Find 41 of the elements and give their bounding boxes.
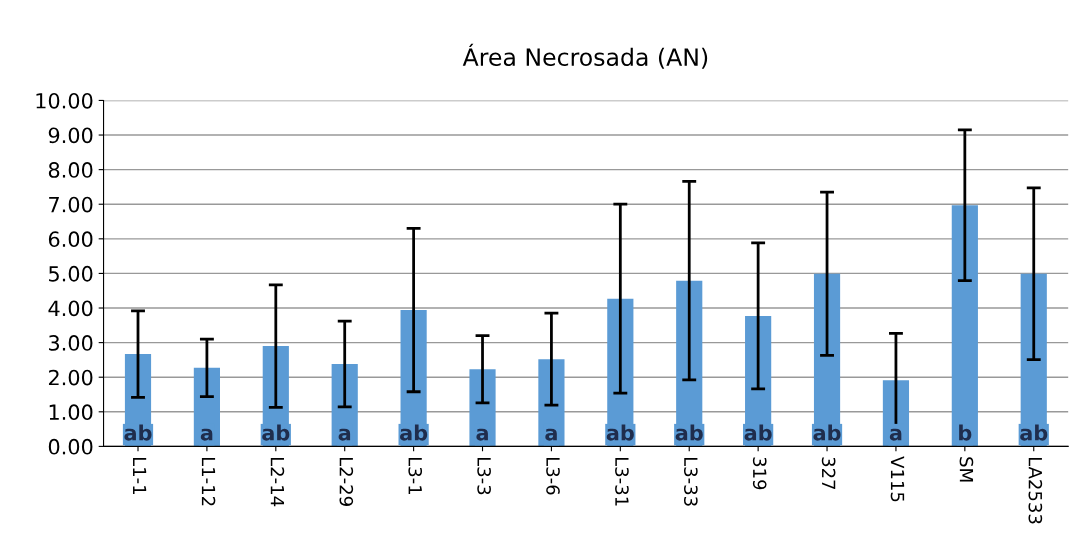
y-tick-label: 0.00 <box>48 438 93 455</box>
y-tick-label: 10.00 <box>36 92 93 109</box>
annotation: ab <box>744 424 772 441</box>
x-tick-label: L2-29 <box>339 457 354 506</box>
annotation: ab <box>813 424 841 441</box>
x-tick-label: SM <box>959 457 974 482</box>
annotation: ab <box>262 424 290 441</box>
x-tick-label: L3-31 <box>615 457 629 506</box>
x-tick-label: LA2533 <box>1028 457 1043 524</box>
y-tick-label: 1.00 <box>49 404 93 421</box>
chart-title: Área Necrosada (AN) <box>462 43 708 69</box>
annotation: a <box>476 428 488 441</box>
annotation: a <box>545 428 557 441</box>
x-tick-label: L3-6 <box>546 457 560 495</box>
y-tick-label: 3.00 <box>49 335 93 351</box>
y-tick-label: 2.00 <box>48 369 93 386</box>
x-tick-label: 319 <box>752 457 767 490</box>
x-tick-label: L3-33 <box>683 457 698 506</box>
x-tick-label: L2-14 <box>270 457 285 507</box>
annotation: ab <box>606 424 634 441</box>
annotation: ab <box>1020 424 1048 441</box>
y-tick-label: 5.00 <box>49 265 93 282</box>
y-tick-label: 4.00 <box>48 300 93 317</box>
y-tick-label: 7.00 <box>49 196 93 213</box>
annotation: ab <box>675 424 703 441</box>
x-tick-label: L1-1 <box>133 457 147 494</box>
y-tick-label: 6.00 <box>48 231 93 248</box>
annotation: b <box>959 424 972 441</box>
x-tick-label: L1-12 <box>201 457 216 506</box>
annotation: a <box>889 428 902 441</box>
bar <box>951 205 978 447</box>
y-tick-label: 8.00 <box>48 162 93 178</box>
x-tick-label: 327 <box>821 457 836 490</box>
annotation: ab <box>124 424 152 441</box>
y-tick-label: 9.00 <box>48 127 93 144</box>
x-tick-label: L3-1 <box>408 457 423 494</box>
x-tick-label: V115 <box>890 456 905 502</box>
annotation: a <box>338 428 351 441</box>
annotation: ab <box>400 424 428 441</box>
x-tick-label: L3-3 <box>477 457 491 495</box>
annotation: a <box>200 428 213 441</box>
